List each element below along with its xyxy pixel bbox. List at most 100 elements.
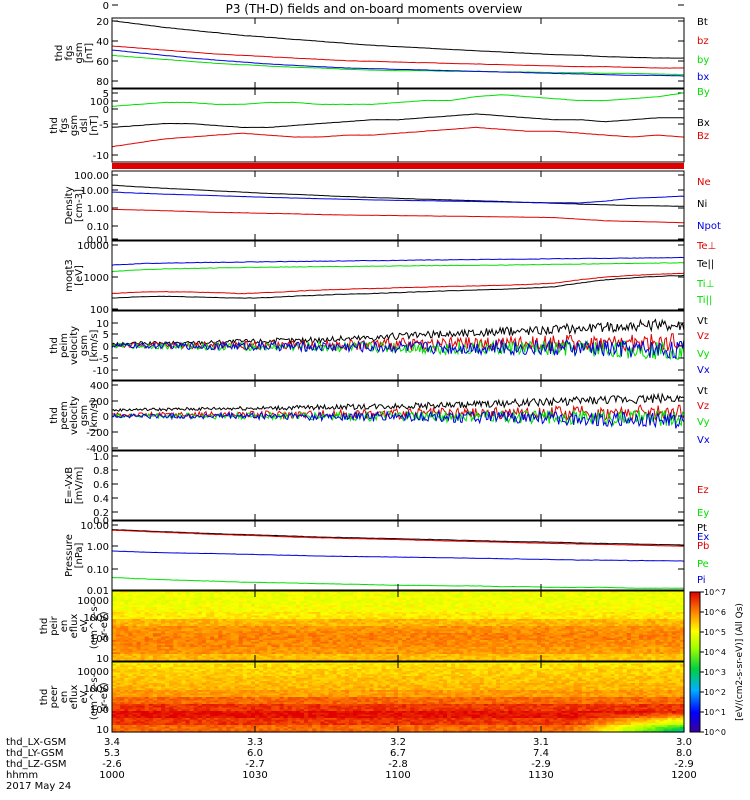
spectrogram-cell — [541, 594, 546, 597]
spectrogram-cell — [320, 613, 326, 617]
spectrogram-cell — [532, 636, 538, 639]
spectrogram-cell — [124, 594, 129, 597]
spectrogram-cell — [112, 636, 117, 639]
spectrogram-cell — [267, 610, 272, 613]
legend-Ne: Ne — [697, 177, 711, 188]
spectrogram-cell — [385, 624, 391, 627]
spectrogram-cell — [357, 591, 362, 594]
spectrogram-cell — [218, 619, 223, 622]
spectrogram-cell — [536, 638, 542, 641]
spectrogram-cell — [549, 638, 554, 641]
spectrogram-cell — [226, 641, 232, 645]
spectrogram-cell — [271, 641, 277, 645]
spectrogram-cell — [675, 640, 681, 643]
spectrogram-cell — [148, 592, 154, 596]
spectrogram-cell — [283, 629, 289, 632]
spectrogram-cell — [214, 631, 219, 634]
spectrogram-cell — [193, 612, 199, 615]
spectrogram-cell — [230, 640, 236, 643]
spectrogram-cell — [410, 622, 415, 625]
spectrogram-cell — [259, 636, 264, 639]
spectrogram-cell — [238, 627, 244, 631]
spectrogram-cell — [618, 631, 624, 634]
spectrogram-cell — [639, 603, 644, 606]
spectrogram-cell — [295, 606, 301, 610]
spectrogram-cell — [598, 627, 603, 631]
spectrogram-cell — [585, 601, 591, 604]
spectrogram-cell — [647, 606, 652, 610]
spectrogram-cell — [663, 624, 669, 627]
spectrogram-cell — [299, 638, 305, 641]
spectrogram-cell — [222, 596, 227, 599]
spectrogram-cell — [618, 622, 624, 625]
spectrogram-cell — [626, 601, 632, 604]
spectrogram-cell — [340, 596, 346, 599]
spectrogram-cell — [304, 622, 309, 625]
spectrogram-cell — [259, 594, 264, 597]
spectrogram-cell — [475, 606, 481, 610]
spectrogram-cell — [663, 601, 669, 604]
spectrogram-cell — [471, 622, 477, 625]
spectrogram-cell — [259, 633, 264, 636]
spectrogram-cell — [487, 636, 493, 639]
spectrogram-cell — [181, 591, 187, 594]
spectrogram-cell — [299, 599, 305, 603]
spectrogram-cell — [161, 603, 166, 606]
spectrogram-cell — [675, 613, 681, 617]
spectrogram-cell — [528, 601, 534, 604]
spectrogram-cell — [528, 631, 534, 634]
spectrogram-cell — [279, 629, 285, 632]
spectrogram-cell — [112, 634, 117, 638]
spectrogram-cell — [434, 606, 440, 610]
spectrogram-cell — [185, 617, 191, 620]
spectrogram-cell — [128, 640, 134, 643]
spectrogram-cell — [598, 594, 603, 597]
spectrogram-cell — [238, 601, 244, 604]
spectrogram-cell — [573, 629, 579, 632]
spectrogram-cell — [234, 620, 240, 624]
spectrogram-cell — [267, 592, 272, 596]
spectrogram-cell — [389, 612, 395, 615]
spectrogram-cell — [169, 640, 174, 643]
spectrogram-cell — [447, 598, 452, 601]
spectrogram-cell — [418, 627, 424, 631]
spectrogram-cell — [536, 620, 542, 624]
spectrogram-cell — [353, 596, 358, 599]
spectrogram-cell — [120, 599, 125, 603]
spectrogram-cell — [398, 619, 403, 622]
spectrogram-cell — [590, 619, 595, 622]
spectrogram-cell — [308, 598, 313, 601]
spectrogram-cell — [598, 629, 603, 632]
spectrogram-cell — [120, 627, 125, 631]
spectrogram-cell — [287, 638, 293, 641]
spectrogram-cell — [565, 615, 571, 618]
spectrogram-cell — [626, 638, 632, 641]
spectrogram-cell — [299, 634, 305, 638]
spectrogram-cell — [553, 608, 558, 611]
spectrogram-cell — [606, 601, 612, 604]
spectrogram-cell — [606, 619, 612, 622]
spectrogram-cell — [214, 592, 219, 596]
spectrogram-cell — [365, 608, 370, 611]
spectrogram-cell — [524, 598, 530, 601]
spectrogram-cell — [308, 615, 313, 618]
spectrogram-cell — [124, 596, 129, 599]
spectrogram-cell — [545, 598, 550, 601]
spectrogram-cell — [606, 617, 612, 620]
spectrogram-cell — [316, 626, 321, 629]
spectrogram-cell — [169, 626, 174, 629]
spectrogram-cell — [667, 612, 673, 615]
spectrogram-cell — [193, 603, 199, 606]
spectrogram-cell — [634, 594, 640, 597]
spectrogram-cell — [659, 606, 665, 610]
spectrogram-cell — [344, 610, 350, 613]
spectrogram-cell — [320, 640, 326, 643]
spectrogram-cell — [679, 629, 685, 632]
spectrogram-cell — [442, 592, 448, 596]
spectrogram-cell — [557, 626, 563, 629]
spectrogram-cell — [675, 638, 681, 641]
spectrogram-cell — [197, 612, 203, 615]
spectrogram-cell — [626, 610, 632, 613]
spectrogram-cell — [140, 617, 146, 620]
spectrogram-cell — [340, 622, 346, 625]
